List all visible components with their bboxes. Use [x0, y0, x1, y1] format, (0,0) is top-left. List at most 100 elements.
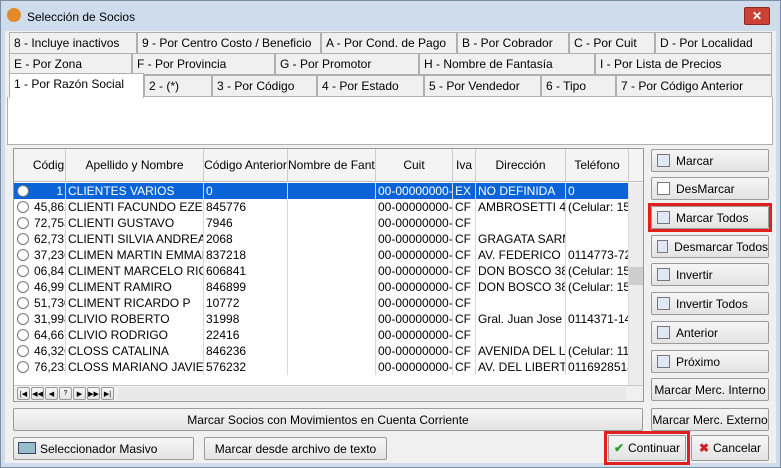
side-button[interactable]: Invertir Todos — [651, 292, 769, 315]
nav-button[interactable]: |◀ — [17, 387, 30, 400]
cell: 51,730 — [34, 295, 66, 311]
empty-cell — [288, 247, 376, 263]
tab[interactable]: 7 - Por Código Anterior — [616, 75, 772, 97]
radio[interactable] — [17, 297, 29, 309]
tab[interactable]: 8 - Incluye inactivos — [9, 32, 137, 54]
cell: AMBROSETTI 41 — [478, 199, 566, 215]
radio[interactable] — [17, 265, 29, 277]
nav-button[interactable]: ? — [59, 387, 72, 400]
tab[interactable]: I - Por Lista de Precios — [595, 53, 772, 75]
radio[interactable] — [17, 249, 29, 261]
column-header: Cuit — [376, 149, 453, 182]
tab[interactable]: 5 - Por Vendedor — [424, 75, 541, 97]
empty-cell — [288, 327, 376, 343]
cell: 06,841 — [34, 263, 66, 279]
empty-cell — [566, 295, 629, 311]
nav-button[interactable]: ▶▶ — [87, 387, 100, 400]
radio[interactable] — [17, 217, 29, 229]
radio[interactable] — [17, 329, 29, 341]
cell: 72,753 — [34, 215, 66, 231]
side-button[interactable]: DesMarcar — [651, 177, 769, 200]
side-button[interactable]: Invertir — [651, 263, 769, 286]
tab[interactable]: 1 - Por Razón Social — [9, 73, 144, 98]
row[interactable]: 37,236CLIMEN MARTIN EMMANU837218 00-00000… — [14, 247, 629, 263]
cell: 0114773-72 — [568, 247, 629, 263]
masivo-button[interactable]: Seleccionador Masivo — [13, 437, 194, 460]
nav-button[interactable]: ▶ — [73, 387, 86, 400]
column-header: Códig — [32, 149, 66, 182]
nav-button[interactable]: ◀ — [45, 387, 58, 400]
tab[interactable]: C - Por Cuit — [569, 32, 655, 54]
tab[interactable]: 4 - Por Estado — [317, 75, 424, 97]
label: Próximo — [676, 354, 721, 369]
cell: CF — [453, 279, 476, 295]
cell: 0 — [204, 183, 288, 199]
cell: CLIMENT RICARDO P — [66, 295, 204, 311]
label: Marcar Merc. Interno — [654, 382, 766, 397]
cell: 846236 — [204, 343, 288, 359]
continuar-button[interactable]: ✔ Continuar — [608, 435, 686, 461]
radio[interactable] — [17, 185, 29, 197]
row[interactable]: 45,862CLIENTI FACUNDO EZEQU845776 00-0000… — [14, 199, 629, 215]
cell: CLOSS CATALINA — [66, 343, 204, 359]
cell: CF — [453, 215, 476, 231]
side-button[interactable]: Marcar — [651, 149, 769, 172]
cell: CLIENTES VARIOS — [66, 183, 204, 199]
radio[interactable] — [17, 361, 29, 373]
empty-cell — [288, 231, 376, 247]
scroll-thumb[interactable] — [629, 267, 643, 285]
close-button[interactable]: ✕ — [744, 7, 770, 25]
side-button[interactable]: Marcar Merc. Interno — [651, 378, 769, 401]
cell: 62,737 — [34, 231, 66, 247]
tab[interactable]: 6 - Tipo — [541, 75, 616, 97]
cell: 46,326 — [34, 343, 66, 359]
tab[interactable]: G - Por Promotor — [275, 53, 419, 75]
tab[interactable]: E - Por Zona — [9, 53, 132, 75]
tab[interactable]: B - Por Cobrador — [457, 32, 569, 54]
tab[interactable]: 3 - Por Código — [212, 75, 317, 97]
nav-button[interactable]: ▶| — [101, 387, 114, 400]
cell: 00-00000000-0 — [378, 327, 453, 343]
tab[interactable]: H - Nombre de Fantasía — [419, 53, 595, 75]
tab[interactable]: A - Por Cond. de Pago — [321, 32, 457, 54]
label: DesMarcar — [676, 181, 735, 196]
cell: AVENIDA DEL LIE — [478, 343, 566, 359]
row[interactable]: 1 CLIENTES VARIOS 0 00-00000000-0 EX NO DEFIN… — [14, 183, 629, 199]
tab[interactable]: 9 - Por Centro Costo / Beneficio — [137, 32, 321, 54]
movimientos-button[interactable]: Marcar Socios con Movimientos en Cuenta … — [13, 408, 643, 431]
radio[interactable] — [17, 281, 29, 293]
cell: 00-00000000-0 — [378, 263, 453, 279]
radio[interactable] — [17, 345, 29, 357]
radio[interactable] — [17, 313, 29, 325]
cell: GRAGATA SARM — [478, 231, 566, 247]
tab[interactable]: F - Por Provincia — [132, 53, 275, 75]
radio[interactable] — [17, 233, 29, 245]
cell: (Celular: 153 — [566, 199, 629, 215]
side-button[interactable]: Próximo — [651, 350, 769, 373]
cell: CF — [453, 247, 476, 263]
tab[interactable]: 2 - (*) — [144, 75, 212, 97]
radio[interactable] — [17, 201, 29, 213]
cell: AV. FEDERICO LA — [476, 247, 566, 263]
column-header: Apellido y Nombre — [66, 149, 204, 182]
side-button[interactable]: Marcar Todos — [651, 206, 769, 229]
cancelar-button[interactable]: ✖ Cancelar — [691, 435, 769, 461]
label: Continuar — [628, 441, 681, 455]
cell: 00-00000000-0 — [378, 215, 453, 231]
side-button[interactable]: Marcar Merc. Externo — [651, 408, 769, 431]
row[interactable]: 06,841CLIMENT MARCELO RICAR606841 00-0000… — [14, 263, 629, 279]
side-button[interactable]: Anterior — [651, 321, 769, 344]
tab[interactable]: D - Por Localidad — [655, 32, 772, 54]
archivo-button[interactable]: Marcar desde archivo de texto — [204, 437, 387, 460]
horizontal-scrollbar[interactable] — [118, 387, 626, 400]
side-button[interactable]: Desmarcar Todos — [651, 235, 769, 258]
nav-button[interactable]: ◀◀ — [31, 387, 44, 400]
